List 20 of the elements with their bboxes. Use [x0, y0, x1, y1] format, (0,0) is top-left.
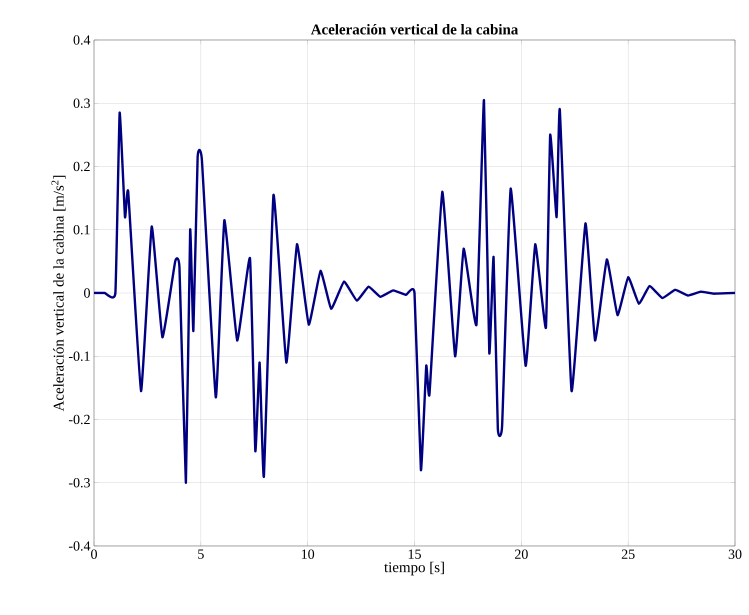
- x-tick-label: 30: [728, 550, 742, 559]
- y-tick-label: 0.2: [74, 162, 90, 172]
- y-tick-label: 0: [84, 288, 90, 298]
- x-tick-label: 5: [198, 549, 204, 559]
- y-tick-label: -0.4: [68, 541, 90, 551]
- y-tick-label: 0.1: [74, 225, 90, 234]
- y-tick-label: -0.3: [68, 478, 90, 488]
- x-tick-label: 10: [302, 550, 314, 559]
- x-tick-label: 25: [622, 550, 635, 559]
- y-tick-label: -0.2: [68, 414, 90, 424]
- x-tick-label: 0: [91, 550, 97, 559]
- y-tick-label: -0.1: [68, 351, 90, 361]
- chart-title: Aceleración vertical de la cabina: [310, 24, 518, 34]
- y-tick-label: 0.4: [74, 35, 90, 45]
- x-axis-title: tiempo [s]: [384, 562, 444, 576]
- x-tick-label: 15: [408, 549, 421, 559]
- line-series: [94, 98, 736, 484]
- y-axis-title: Aceleración vertical de la cabina [m/s$^{2}$]: [51, 176, 66, 412]
- y-tick-label: 0.3: [74, 98, 90, 108]
- x-tick-label: 20: [514, 550, 528, 559]
